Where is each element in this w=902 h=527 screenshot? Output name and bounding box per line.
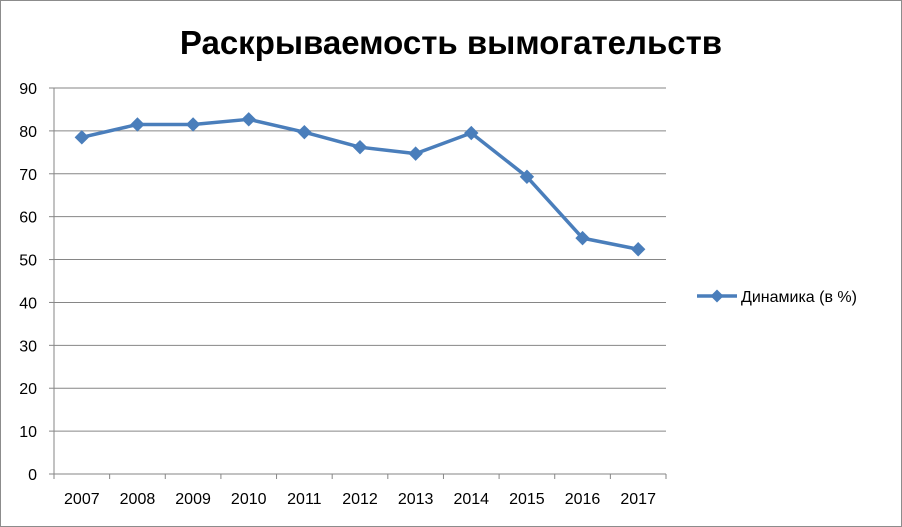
y-axis-tick-labels: 0 10 20 30 40 50 60 70 80 90 [19, 81, 37, 484]
data-point-2010 [241, 112, 256, 127]
data-point-2016 [575, 230, 590, 246]
x-tick-label-2017: 2017 [620, 491, 656, 508]
y-tick-label: 10 [19, 424, 37, 441]
x-tick-label-2012: 2012 [342, 491, 378, 508]
y-tick-label: 20 [19, 381, 37, 398]
x-axis-tick-labels: 2007 2008 2009 2010 2011 2012 2013 2014 2015 2016… [64, 491, 656, 508]
x-tick-label-2008: 2008 [120, 491, 156, 508]
data-point-2014 [464, 125, 479, 141]
data-point-2011 [297, 124, 312, 140]
data-point-2012 [352, 139, 368, 155]
data-point-2008 [130, 117, 145, 132]
y-tick-label: 50 [19, 253, 37, 270]
y-tick-label: 30 [19, 338, 37, 355]
x-tick-label-2007: 2007 [64, 491, 100, 508]
y-tick-label: 60 [19, 210, 37, 227]
data-point-2009 [185, 117, 201, 132]
axes [49, 87, 667, 479]
y-tick-label: 90 [19, 81, 37, 98]
legend-label: Динамика (в %) [741, 289, 857, 306]
x-tick-label-2016: 2016 [565, 491, 601, 508]
data-point-2017 [630, 242, 646, 257]
data-point-2015 [519, 169, 535, 184]
y-tick-label: 40 [19, 295, 37, 312]
series-line-0 [81, 117, 639, 251]
chart-title: Раскрываемость вымогательств [180, 24, 722, 61]
x-tick-label-2015: 2015 [509, 491, 545, 508]
x-tick-label-2013: 2013 [398, 491, 434, 508]
y-tick-label: 70 [19, 167, 37, 184]
legend: Динамика (в %) [697, 289, 857, 306]
x-tick-label-2014: 2014 [453, 491, 489, 508]
series-group [74, 112, 646, 257]
x-tick-label-2011: 2011 [287, 491, 322, 508]
y-tick-label: 0 [28, 467, 37, 484]
x-tick-label-2010: 2010 [231, 491, 267, 508]
x-tick-label-2009: 2009 [175, 491, 211, 508]
data-point-2007 [74, 130, 90, 145]
gridlines [54, 87, 666, 432]
y-tick-label: 80 [19, 124, 37, 141]
data-point-2013 [408, 146, 423, 161]
legend-marker [710, 289, 724, 303]
